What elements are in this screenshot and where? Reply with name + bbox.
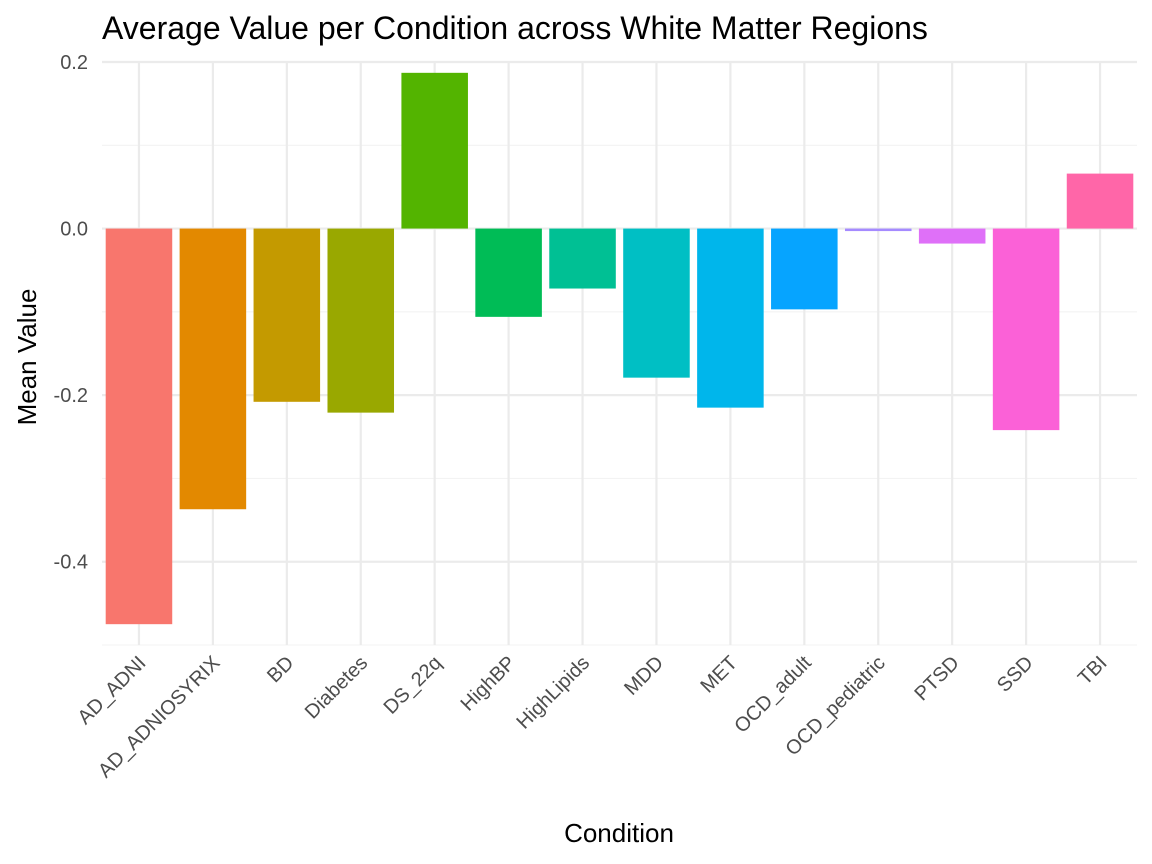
bar-met	[697, 228, 764, 408]
bar-diabetes	[327, 228, 395, 413]
x-tick-label: AD_ADNIOSYRIX	[94, 652, 224, 782]
x-tick-label: BD	[263, 652, 298, 687]
x-axis-title: Condition	[564, 818, 674, 848]
y-tick-label: -0.2	[54, 385, 88, 407]
x-tick-label: DS_22q	[380, 652, 447, 719]
y-tick-label: 0.0	[60, 219, 88, 241]
x-tick-label: Diabetes	[301, 652, 372, 723]
x-tick-label: MDD	[620, 652, 668, 700]
bar-ssd	[992, 228, 1060, 431]
bar-ad-adni	[105, 228, 173, 625]
x-tick-label: SSD	[993, 652, 1038, 697]
bar-mdd	[623, 228, 690, 378]
x-tick-label: MET	[697, 652, 742, 697]
y-tick-label: -0.4	[54, 552, 88, 574]
x-tick-label: TBI	[1074, 652, 1112, 690]
bar-ocd-pediatric	[844, 228, 912, 232]
bar-ptsd	[918, 228, 986, 244]
chart-title: Average Value per Condition across White…	[102, 10, 928, 46]
y-tick-labels: 0.2 0.0 -0.2 -0.4	[54, 52, 88, 574]
bar-tbi	[1066, 173, 1134, 229]
x-tick-label: PTSD	[910, 652, 963, 705]
bar-ds-22q	[401, 72, 468, 229]
bar-highbp	[475, 228, 542, 317]
y-axis-title: Mean Value	[12, 289, 42, 426]
bar-ad-adniosyrix	[179, 228, 247, 510]
bar-ocd-adult	[771, 228, 838, 310]
bar-bd	[253, 228, 321, 402]
bar-highlipids	[549, 228, 616, 289]
y-tick-label: 0.2	[60, 52, 88, 74]
bars	[105, 72, 1134, 625]
x-tick-label: HighLipids	[512, 652, 594, 734]
x-tick-label: AD_ADNI	[74, 652, 151, 729]
x-tick-label: HighBP	[457, 652, 521, 716]
